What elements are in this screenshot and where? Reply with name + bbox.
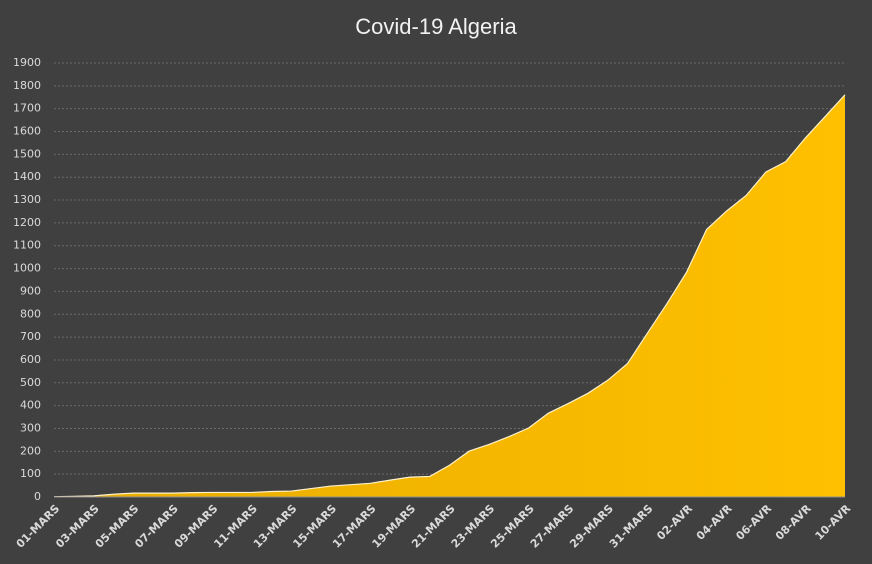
y-tick-label: 500 [20, 376, 41, 389]
y-tick-label: 1700 [13, 102, 41, 115]
y-tick-label: 400 [20, 399, 41, 412]
area-outline [53, 94, 846, 498]
y-tick-label: 1400 [13, 170, 41, 183]
y-tick-label: 600 [20, 353, 41, 366]
y-tick-label: 0 [34, 490, 41, 503]
y-tick-label: 1300 [13, 193, 41, 206]
y-tick-label: 300 [20, 421, 41, 434]
y-tick-label: 1600 [13, 125, 41, 138]
chart-title: Covid-19 Algeria [355, 14, 517, 39]
y-tick-label: 200 [20, 444, 41, 457]
y-tick-label: 900 [20, 284, 41, 297]
y-tick-label: 1800 [13, 79, 41, 92]
y-tick-label: 1000 [13, 262, 41, 275]
y-tick-label: 1900 [13, 56, 41, 69]
y-tick-label: 800 [20, 307, 41, 320]
y-tick-label: 100 [20, 467, 41, 480]
y-tick-label: 1200 [13, 216, 41, 229]
y-tick-label: 1500 [13, 147, 41, 160]
area [54, 94, 845, 498]
y-tick-label: 700 [20, 330, 41, 343]
y-tick-label: 1100 [13, 239, 41, 252]
